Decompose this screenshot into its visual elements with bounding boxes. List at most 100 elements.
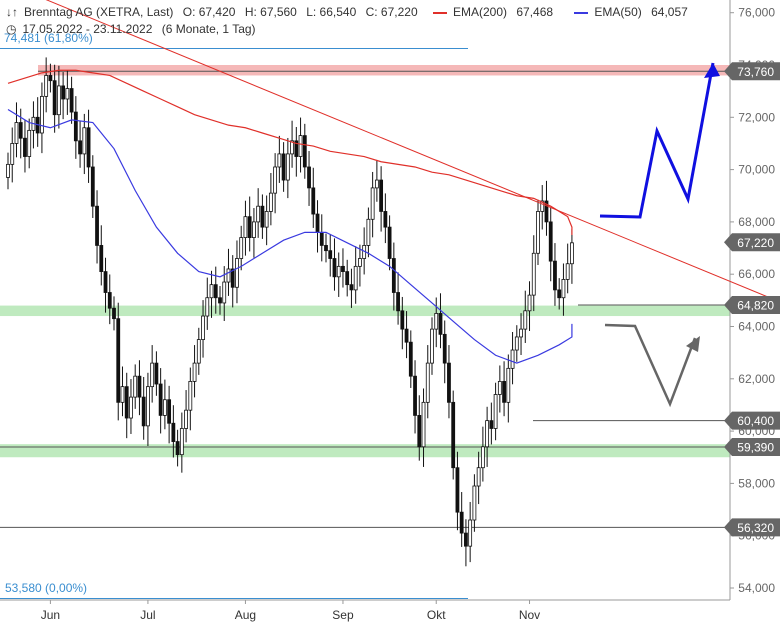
candle-body: [154, 362, 159, 385]
price-tag: [724, 518, 780, 537]
price-tag: [724, 233, 780, 252]
candle-body: [141, 396, 146, 427]
price-tag-label: 64,820: [737, 299, 774, 313]
candle-body: [374, 179, 379, 189]
candle-body: [383, 211, 388, 228]
y-tick-label: 54,000: [738, 581, 775, 595]
indicator-layer: [7, 0, 780, 364]
candle-body: [175, 441, 180, 456]
candle-body: [557, 289, 562, 299]
candle-body: [112, 307, 116, 320]
candle-body: [548, 221, 553, 262]
candle-body: [324, 245, 328, 252]
candle-body: [370, 187, 375, 220]
candle-body: [281, 153, 286, 181]
y-tick-label: 66,000: [738, 267, 775, 281]
candle-body: [476, 467, 481, 487]
price-tag-label: 67,220: [737, 236, 774, 250]
candle-body: [527, 294, 532, 312]
candle-body: [137, 375, 142, 398]
candle-body: [358, 258, 362, 267]
candle-body: [387, 226, 392, 259]
price-tags-layer: 73,760 67,220 64,820 60,400 59,390 56,320: [724, 62, 780, 537]
levels-layer: [0, 48, 730, 599]
candle-body: [78, 140, 82, 155]
projection-down-arrowhead: [686, 336, 700, 352]
candle-body: [285, 153, 290, 181]
ema200-line: [7, 69, 573, 235]
x-tick-label: Sep: [332, 608, 354, 622]
candle-body: [332, 258, 337, 278]
candle-body: [497, 381, 502, 395]
support-zone: [0, 305, 730, 317]
candle-body: [464, 532, 468, 547]
candle-body: [319, 231, 324, 246]
candle-body: [353, 265, 358, 291]
y-tick-label: 68,000: [738, 215, 775, 229]
support-zone: [0, 444, 730, 458]
candle-body: [510, 349, 515, 369]
candle-body: [188, 381, 193, 411]
candle-body: [23, 137, 27, 157]
candle-body: [434, 313, 439, 330]
candle-body: [273, 166, 278, 194]
candle-body: [298, 135, 303, 157]
y-tick-label: 64,000: [738, 320, 775, 334]
candle-body: [129, 396, 133, 419]
candle-body: [52, 80, 57, 116]
candle-body: [544, 200, 549, 223]
candle-body: [120, 386, 125, 403]
candle-body: [10, 143, 15, 165]
candle-body: [218, 297, 222, 304]
candle-body: [366, 218, 371, 246]
ema50-legend: EMA(50) 64,057: [568, 5, 693, 19]
projection-up-arrowhead: [704, 63, 720, 78]
candle-body: [349, 284, 354, 291]
chart-header: ↓↑ Brenntag AG (XETRA, Last) O: 67,420 H:…: [6, 5, 700, 19]
candle-body: [489, 420, 494, 429]
candle-body: [438, 313, 443, 335]
candle-body: [425, 362, 430, 403]
candle-body: [184, 409, 188, 429]
candle-body: [493, 394, 498, 429]
candle-body: [61, 85, 66, 100]
open-value: O: 67,420: [182, 5, 236, 19]
candle-body: [196, 339, 201, 364]
candle-body: [531, 252, 536, 296]
ema200-legend: EMA(200) 67,468: [427, 5, 559, 19]
candle-body: [107, 292, 112, 309]
candle-body: [480, 446, 485, 469]
candle-body: [230, 268, 235, 288]
chart-title: Brenntag AG (XETRA, Last): [24, 5, 174, 19]
candle-body: [171, 422, 176, 442]
candle-body: [124, 386, 129, 419]
candle-body: [264, 211, 269, 228]
projection-down-line: [604, 323, 697, 408]
candle-body: [307, 166, 311, 189]
candle-body: [506, 367, 511, 403]
candle-body: [256, 205, 261, 223]
candle-body: [417, 415, 422, 448]
candle-body: [48, 75, 53, 82]
candle-body: [44, 75, 49, 97]
candle-body: [519, 328, 523, 338]
candle-body: [442, 333, 447, 364]
candle-body: [430, 328, 434, 364]
candle-body: [133, 375, 138, 398]
x-tick-label: Nov: [519, 608, 540, 622]
candle-body: [205, 297, 210, 317]
y-tick-label: 76,000: [738, 6, 775, 20]
fib-bottom-label: 53,580 (0,00%): [5, 581, 87, 595]
trend-line: [45, 0, 780, 303]
y-tick-label: 70,000: [738, 163, 775, 177]
fib-top-label: 74,481 (61,80%): [4, 31, 93, 45]
candle-body: [447, 362, 451, 403]
x-tick-label: Jun: [41, 608, 60, 622]
candle-body: [315, 213, 320, 233]
candle-body: [82, 127, 87, 155]
ema200-value: 67,468: [516, 5, 554, 19]
candle-body: [570, 242, 574, 265]
price-tag: [724, 411, 780, 430]
candle-body: [345, 271, 350, 286]
